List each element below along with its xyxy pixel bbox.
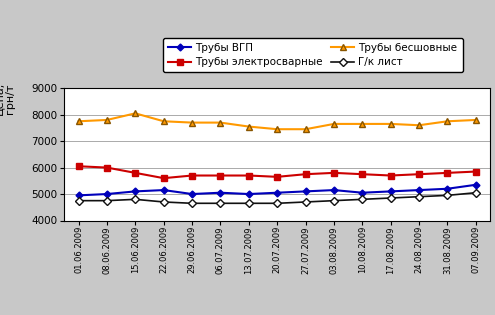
Трубы бесшовные bbox=[189, 121, 195, 124]
Трубы электросварные bbox=[274, 175, 280, 179]
Г/к лист bbox=[132, 198, 138, 201]
Трубы электросварные bbox=[246, 174, 252, 177]
Трубы ВГП bbox=[132, 190, 138, 193]
Трубы ВГП bbox=[246, 192, 252, 196]
Трубы ВГП bbox=[76, 193, 82, 197]
Трубы ВГП bbox=[416, 188, 422, 192]
Трубы электросварные bbox=[388, 174, 394, 177]
Г/к лист bbox=[104, 199, 110, 203]
Трубы бесшовные bbox=[161, 119, 167, 123]
Г/к лист bbox=[161, 200, 167, 204]
Трубы электросварные bbox=[473, 170, 479, 174]
Трубы бесшовные bbox=[473, 118, 479, 122]
Трубы бесшовные bbox=[302, 127, 308, 131]
Трубы электросварные bbox=[104, 166, 110, 169]
Трубы ВГП bbox=[473, 183, 479, 187]
Трубы бесшовные bbox=[274, 127, 280, 131]
Трубы ВГП bbox=[104, 192, 110, 196]
Трубы электросварные bbox=[331, 171, 337, 175]
Трубы бесшовные bbox=[331, 122, 337, 126]
Трубы бесшовные bbox=[132, 112, 138, 115]
Трубы бесшовные bbox=[416, 123, 422, 127]
Г/к лист bbox=[331, 199, 337, 203]
Трубы ВГП bbox=[217, 191, 223, 195]
Трубы электросварные bbox=[76, 164, 82, 168]
Y-axis label: Цена,
грн/т: Цена, грн/т bbox=[0, 82, 15, 115]
Line: Г/к лист: Г/к лист bbox=[76, 190, 479, 206]
Трубы электросварные bbox=[132, 171, 138, 175]
Трубы ВГП bbox=[388, 190, 394, 193]
Трубы ВГП bbox=[302, 190, 308, 193]
Трубы бесшовные bbox=[217, 121, 223, 124]
Трубы ВГП bbox=[161, 188, 167, 192]
Трубы ВГП bbox=[359, 191, 365, 195]
Г/к лист bbox=[274, 201, 280, 205]
Трубы электросварные bbox=[161, 176, 167, 180]
Г/к лист bbox=[416, 195, 422, 198]
Г/к лист bbox=[473, 191, 479, 195]
Трубы ВГП bbox=[189, 192, 195, 196]
Трубы бесшовные bbox=[445, 119, 450, 123]
Трубы электросварные bbox=[217, 174, 223, 177]
Трубы ВГП bbox=[445, 187, 450, 191]
Г/к лист bbox=[302, 200, 308, 204]
Трубы бесшовные bbox=[246, 125, 252, 129]
Трубы ВГП bbox=[331, 188, 337, 192]
Трубы электросварные bbox=[189, 174, 195, 177]
Г/к лист bbox=[359, 198, 365, 201]
Line: Трубы бесшовные: Трубы бесшовные bbox=[75, 110, 479, 133]
Г/к лист bbox=[217, 201, 223, 205]
Line: Трубы ВГП: Трубы ВГП bbox=[76, 182, 478, 198]
Трубы бесшовные bbox=[76, 119, 82, 123]
Трубы ВГП bbox=[274, 191, 280, 195]
Г/к лист bbox=[246, 201, 252, 205]
Line: Трубы электросварные: Трубы электросварные bbox=[76, 163, 479, 181]
Г/к лист bbox=[76, 199, 82, 203]
Трубы электросварные bbox=[359, 172, 365, 176]
Трубы бесшовные bbox=[359, 122, 365, 126]
Г/к лист bbox=[388, 196, 394, 200]
Трубы бесшовные bbox=[104, 118, 110, 122]
Г/к лист bbox=[445, 193, 450, 197]
Трубы электросварные bbox=[416, 172, 422, 176]
Г/к лист bbox=[189, 201, 195, 205]
Трубы электросварные bbox=[445, 171, 450, 175]
Legend: Трубы ВГП, Трубы электросварные, Трубы бесшовные, Г/к лист: Трубы ВГП, Трубы электросварные, Трубы б… bbox=[163, 38, 463, 72]
Трубы бесшовные bbox=[388, 122, 394, 126]
Трубы электросварные bbox=[302, 172, 308, 176]
